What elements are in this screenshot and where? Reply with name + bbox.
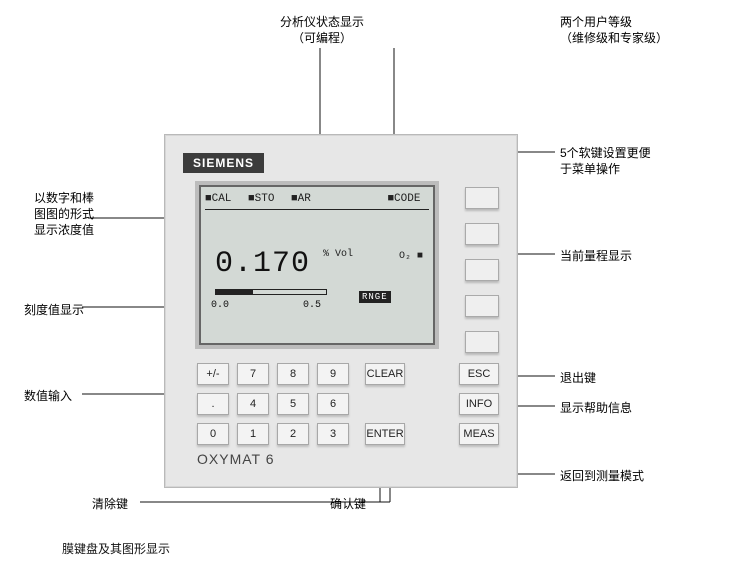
softkey-5[interactable] (465, 331, 499, 353)
reading-value: 0.170 (215, 247, 310, 281)
label-user-levels: 两个用户等级 （维修级和专家级） (560, 14, 668, 46)
scale-max: 0.5 (303, 300, 321, 311)
text: （维修级和专家级） (560, 31, 668, 45)
diagram-canvas: 分析仪状态显示 （可编程） 两个用户等级 （维修级和专家级） 5个软键设置更便 … (0, 0, 741, 564)
softkey-2[interactable] (465, 223, 499, 245)
text: 于菜单操作 (560, 162, 620, 176)
label-info: 显示帮助信息 (560, 400, 632, 416)
status-cal: ■CAL (205, 193, 231, 205)
key-6[interactable]: 6 (317, 393, 349, 415)
text: 显示浓度值 (34, 223, 94, 237)
enter-key[interactable]: ENTER (365, 423, 405, 445)
key-1[interactable]: 1 (237, 423, 269, 445)
brand-bar: SIEMENS (183, 153, 264, 173)
model-label: OXYMAT 6 (197, 451, 275, 467)
label-numeric: 数值输入 (24, 388, 72, 404)
key-7[interactable]: 7 (237, 363, 269, 385)
label-status-display: 分析仪状态显示 （可编程） (280, 14, 364, 46)
esc-key[interactable]: ESC (459, 363, 499, 385)
status-code: ■CODE (387, 193, 420, 205)
lcd-screen: ■CAL ■STO ■AR ■CODE 0.170 % Vol O₂ ■ 0.0… (195, 181, 439, 349)
info-key[interactable]: INFO (459, 393, 499, 415)
text: 图图的形式 (34, 207, 94, 221)
key-3[interactable]: 3 (317, 423, 349, 445)
key-[interactable]: +/- (197, 363, 229, 385)
meas-key[interactable]: MEAS (459, 423, 499, 445)
text: 5个软键设置更便 (560, 146, 651, 160)
key-5[interactable]: 5 (277, 393, 309, 415)
label-esc: 退出键 (560, 370, 596, 386)
key-2[interactable]: 2 (277, 423, 309, 445)
scale-min: 0.0 (211, 300, 229, 311)
label-reading: 以数字和棒 图图的形式 显示浓度值 (24, 190, 94, 239)
key-0[interactable]: 0 (197, 423, 229, 445)
label-softkeys: 5个软键设置更便 于菜单操作 (560, 145, 651, 177)
text: 分析仪状态显示 (280, 15, 364, 29)
softkey-1[interactable] (465, 187, 499, 209)
status-divider (205, 209, 429, 210)
bargraph (215, 289, 327, 295)
label-enter: 确认键 (330, 496, 366, 512)
text: 两个用户等级 (560, 15, 632, 29)
figure-caption: 膜键盘及其图形显示 (62, 540, 170, 557)
status-ar: ■AR (291, 193, 311, 205)
status-bar: ■CAL ■STO ■AR ■CODE (205, 193, 430, 205)
softkey-3[interactable] (465, 259, 499, 281)
label-meas: 返回到测量模式 (560, 468, 644, 484)
text: （可编程） (292, 31, 352, 45)
softkey-4[interactable] (465, 295, 499, 317)
reading-unit: % Vol (323, 249, 353, 260)
key-4[interactable]: 4 (237, 393, 269, 415)
label-range: 当前量程显示 (560, 248, 632, 264)
label-scale: 刻度值显示 (24, 302, 84, 318)
device-panel: SIEMENS ■CAL ■STO ■AR ■CODE 0.170 % Vol … (164, 134, 518, 488)
key-[interactable]: . (197, 393, 229, 415)
softkey-column (465, 187, 499, 367)
label-clear: 清除键 (92, 496, 128, 512)
key-9[interactable]: 9 (317, 363, 349, 385)
range-indicator: RNGE (359, 291, 391, 303)
bargraph-fill (216, 290, 253, 294)
status-sto: ■STO (248, 193, 274, 205)
o2-label: O₂ ■ (399, 251, 423, 262)
key-8[interactable]: 8 (277, 363, 309, 385)
text: 以数字和棒 (34, 191, 94, 205)
clear-key[interactable]: CLEAR (365, 363, 405, 385)
